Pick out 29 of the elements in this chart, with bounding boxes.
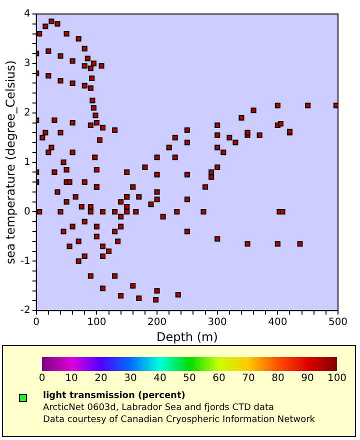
x-tick-label: 100 — [87, 317, 106, 328]
color-bar-label: 100 — [327, 373, 347, 384]
color-bar-title: light transmission (percent) — [43, 391, 186, 401]
color-bar-label: 10 — [65, 373, 78, 384]
x-tick-label: 500 — [328, 317, 348, 328]
y-tick-label: -1 — [20, 256, 30, 267]
y-tick-label: 4 — [24, 8, 30, 20]
color-bar-label: 70 — [242, 373, 255, 384]
y-tick-label: 0 — [24, 206, 30, 218]
color-bar-label: 90 — [301, 373, 314, 384]
text: Data courtesy of Canadian Cryospheric Information Network — [43, 415, 316, 425]
color-bar-label: 80 — [272, 373, 284, 384]
color-bar-label: 60 — [212, 373, 226, 384]
y-axis-title: sea temperature (degree_Celsius) — [3, 60, 18, 264]
color-bar-label: 30 — [124, 373, 137, 384]
color-bar-label: 0 — [38, 373, 46, 384]
color-bar-label: 20 — [94, 373, 108, 384]
color-bar-label: 50 — [183, 373, 196, 384]
y-tick-label: 2 — [24, 107, 30, 118]
x-tick-label: 200 — [147, 317, 167, 328]
y-tick-label: 1 — [24, 156, 30, 168]
y-tick-label: -2 — [20, 305, 30, 316]
x-axis-title: Depth (m) — [156, 330, 218, 344]
x-tick-label: 300 — [208, 317, 227, 328]
text: ArcticNet 0603d, Labrador Sea and fjords CTD data — [43, 403, 274, 413]
color-bar-label: 40 — [154, 373, 166, 384]
x-tick-label: 400 — [268, 317, 288, 328]
x-tick-label: 0 — [33, 317, 40, 328]
y-tick-label: 3 — [24, 58, 30, 70]
